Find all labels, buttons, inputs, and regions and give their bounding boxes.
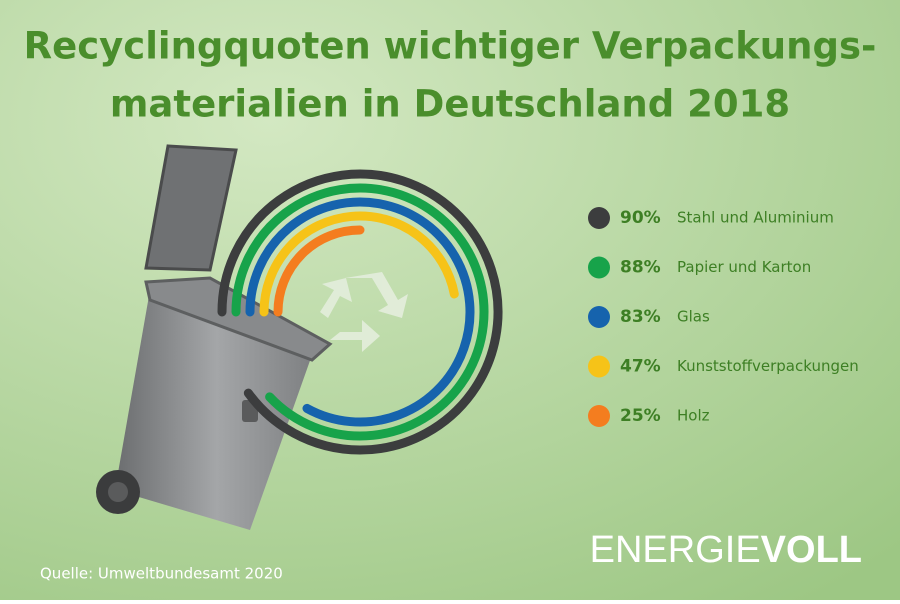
legend-marker [588, 256, 610, 279]
brand-part: ENERGIE [590, 529, 761, 571]
value-label: 83% [620, 307, 661, 327]
trash-bin [96, 144, 333, 530]
legend-marker [588, 207, 610, 229]
legend-marker [588, 306, 610, 328]
value-label: 90% [620, 208, 661, 228]
brand-part: VOLL [761, 529, 862, 571]
legend-label: Holz [677, 407, 710, 425]
arc-bar [245, 197, 475, 427]
arc-bar [273, 225, 365, 317]
arc-bar [231, 183, 489, 441]
value-label: 47% [620, 357, 661, 377]
arc-bar [217, 169, 503, 455]
legend-label: Stahl und Aluminium [677, 209, 834, 227]
legend-marker [588, 405, 610, 427]
legend-label: Kunststoffverpackungen [677, 357, 859, 375]
arc-bar [259, 211, 459, 317]
legend-label: Glas [677, 308, 710, 326]
legend-marker [588, 355, 610, 378]
recycle-icon [320, 272, 408, 352]
legend-label: Papier und Karton [677, 258, 811, 276]
value-label: 25% [620, 406, 661, 426]
value-label: 88% [620, 258, 661, 278]
source: Quelle: Umweltbundesamt 2020 [40, 565, 283, 583]
chart-title: materialien in Deutschland 2018 [110, 83, 790, 126]
brand-logo: ENERGIEVOLL [590, 529, 862, 571]
chart-title: Recyclingquoten wichtiger Verpackungs- [24, 25, 877, 68]
